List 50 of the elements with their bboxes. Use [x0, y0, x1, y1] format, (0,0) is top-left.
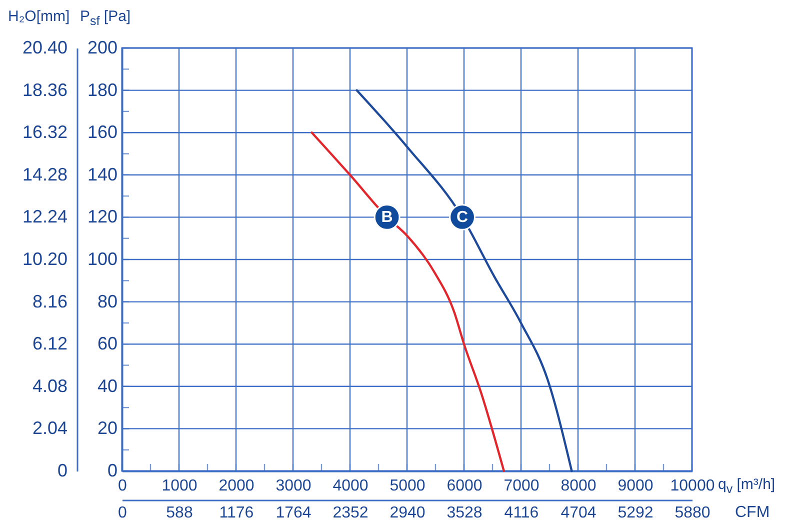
line-series	[356, 89, 573, 472]
y2-tick-label: 6.12	[32, 334, 68, 354]
x-tick-label: 2000	[218, 478, 254, 494]
y-tick-label: 120	[87, 206, 118, 227]
x2-tick-label: 4116	[504, 504, 539, 522]
x2-tick-label: 2940	[390, 504, 426, 522]
x-tick-label: 9000	[618, 478, 654, 494]
line-series	[310, 132, 505, 472]
y-axis-title: P$_{sf}$ [Pa]	[80, 8, 131, 28]
x-tick-label: 10000	[670, 478, 715, 494]
y2-tick-label: 4.08	[32, 376, 68, 396]
y2-tick-label: 18.36	[22, 80, 68, 100]
x-tick-label: 7000	[504, 478, 540, 494]
x-tick-label: 3000	[276, 478, 312, 494]
x-axis-title: q$_{v}$ [m³/h]	[718, 476, 776, 496]
y-tick-label: 140	[87, 164, 118, 184]
y-tick-label: 80	[97, 291, 118, 312]
y2-tick-label: 8.16	[32, 291, 68, 312]
annotation: B	[381, 209, 393, 226]
x2-tick-label: 588	[166, 504, 193, 522]
y-tick-label: 60	[97, 334, 118, 354]
x2-tick-label: 4704	[560, 504, 596, 522]
y-tick-label: 200	[87, 38, 118, 58]
y2-tick-label: 14.28	[22, 164, 68, 184]
x2-tick-label: 5292	[618, 504, 654, 522]
x2-tick-label: 2352	[332, 504, 368, 522]
x-tick-label: 4000	[332, 478, 368, 494]
x-tick-label: 6000	[446, 478, 482, 494]
y2-tick-label: 0	[57, 460, 68, 480]
y-tick-label: 180	[87, 80, 118, 100]
x-tick-label: 5000	[390, 478, 426, 494]
annotation: C	[456, 209, 469, 226]
y-tick-label: 20	[97, 418, 118, 438]
y2-tick-label: 10.20	[22, 249, 68, 269]
y2-tick-label: 2.04	[32, 418, 68, 438]
y2-tick-label: 20.40	[22, 38, 68, 58]
y2-tick-label: 12.24	[22, 206, 68, 227]
x2-axis-title: CFM	[735, 504, 770, 521]
y2-axis-title: H₂O[mm]	[8, 8, 70, 25]
x-tick-label: 1000	[162, 478, 198, 494]
y-tick-label: 100	[87, 249, 118, 269]
x2-tick-label: 5880	[674, 504, 710, 522]
y2-tick-label: 16.32	[22, 122, 68, 142]
y-tick-label: 40	[97, 376, 118, 396]
y-tick-label: 160	[87, 122, 118, 142]
y-tick-label: 0	[107, 460, 118, 480]
x2-tick-label: 1176	[219, 504, 254, 522]
x-tick-label: 8000	[560, 478, 596, 494]
x2-tick-label: 1764	[276, 504, 312, 522]
x2-tick-label: 3528	[446, 504, 482, 522]
